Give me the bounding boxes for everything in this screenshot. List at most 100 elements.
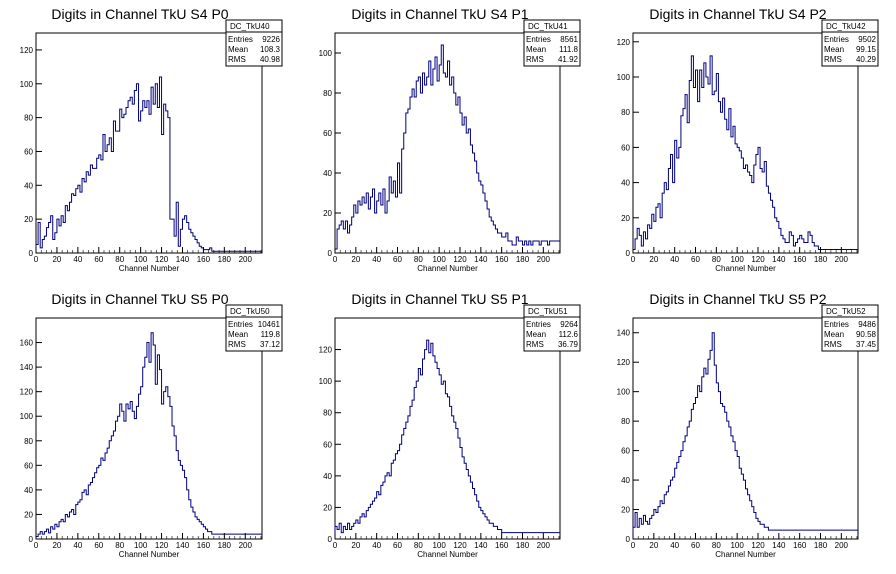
x-tick-label: 20 xyxy=(351,541,360,550)
x-tick-label: 20 xyxy=(649,255,658,264)
x-tick-label: 60 xyxy=(393,541,402,550)
x-tick-label: 80 xyxy=(115,255,124,264)
y-tick-label: 140 xyxy=(20,363,34,372)
y-tick-label: 40 xyxy=(323,169,332,178)
stats-value: 112.6 xyxy=(559,330,579,339)
x-tick-label: 20 xyxy=(649,541,658,550)
stats-value: 9264 xyxy=(560,320,578,329)
x-axis-label: Channel Number xyxy=(417,550,478,559)
x-tick-label: 40 xyxy=(670,541,679,550)
y-tick-label: 100 xyxy=(319,377,333,386)
stats-frame xyxy=(523,19,581,67)
x-tick-label: 100 xyxy=(432,541,446,550)
y-tick-label: 120 xyxy=(20,388,34,397)
x-tick-label: 140 xyxy=(176,255,190,264)
histogram-pad-3: Digits in Channel TkU S5 P0 0 20 40 60 80 100 1… xyxy=(20,291,283,559)
x-tick-label: 40 xyxy=(372,541,381,550)
x-tick-label: 160 xyxy=(495,541,509,550)
x-tick-label: 40 xyxy=(372,255,381,264)
pad-title: Digits in Channel TkU S4 P1 xyxy=(351,6,528,22)
y-tick-label: 120 xyxy=(617,358,631,367)
y-tick-label: 40 xyxy=(323,472,332,481)
stats-value: 40.29 xyxy=(856,55,877,64)
x-tick-label: 160 xyxy=(197,541,211,550)
stats-value: 111.8 xyxy=(559,45,578,54)
x-tick-label: 140 xyxy=(176,541,190,550)
x-tick-label: 60 xyxy=(691,255,700,264)
stats-key: RMS xyxy=(228,340,246,349)
x-tick-label: 200 xyxy=(835,255,849,264)
y-tick-label: 60 xyxy=(621,143,630,152)
x-tick-label: 40 xyxy=(670,255,679,264)
x-tick-label: 100 xyxy=(134,255,148,264)
stats-key: Mean xyxy=(228,45,248,54)
pad-title: Digits in Channel TkU S4 P2 xyxy=(649,6,826,22)
y-tick-label: 80 xyxy=(323,89,332,98)
stats-value: 108.3 xyxy=(260,45,281,54)
y-tick-label: 0 xyxy=(626,535,631,544)
y-tick-label: 40 xyxy=(621,179,630,188)
y-tick-label: 100 xyxy=(20,412,34,421)
y-tick-label: 0 xyxy=(328,249,333,258)
x-tick-label: 200 xyxy=(239,541,253,550)
stats-value: 10461 xyxy=(258,320,281,329)
histogram-series xyxy=(632,332,858,539)
x-tick-label: 20 xyxy=(351,255,360,264)
y-tick-label: 0 xyxy=(626,249,631,258)
stats-key: Entries xyxy=(526,320,551,329)
y-tick-label: 20 xyxy=(323,209,332,218)
plot-frame xyxy=(334,317,561,540)
y-tick-label: 20 xyxy=(24,510,33,519)
stats-frame xyxy=(523,304,581,352)
stats-frame xyxy=(821,304,879,352)
stats-name: DC_TkU42 xyxy=(826,22,866,31)
histogram-series xyxy=(334,339,560,539)
stats-box: DC_TkU41 Entries 8561 Mean 111.8 RMS 41.92 xyxy=(523,19,581,67)
y-tick-label: 100 xyxy=(617,73,631,82)
x-axis-label: Channel Number xyxy=(715,264,776,273)
x-tick-label: 60 xyxy=(393,255,402,264)
stats-key: RMS xyxy=(526,340,544,349)
pad-title: Digits in Channel TkU S5 P0 xyxy=(51,291,228,307)
stats-key: RMS xyxy=(824,55,842,64)
x-tick-label: 20 xyxy=(52,541,61,550)
y-tick-label: 120 xyxy=(319,346,333,355)
x-tick-label: 120 xyxy=(453,541,467,550)
y-tick-label: 60 xyxy=(24,147,33,156)
stats-value: 9502 xyxy=(858,35,876,44)
stats-key: RMS xyxy=(228,55,246,64)
x-tick-label: 0 xyxy=(333,541,338,550)
histogram-series xyxy=(35,332,262,539)
x-tick-label: 160 xyxy=(197,255,211,264)
pad-title: Digits in Channel TkU S5 P1 xyxy=(351,291,528,307)
x-tick-label: 180 xyxy=(218,541,232,550)
x-tick-label: 140 xyxy=(772,255,786,264)
x-tick-label: 40 xyxy=(73,255,82,264)
stats-key: Entries xyxy=(228,35,253,44)
x-tick-label: 140 xyxy=(474,541,488,550)
x-tick-label: 200 xyxy=(835,541,849,550)
stats-value: 36.79 xyxy=(558,340,579,349)
histogram-pad-2: Digits in Channel TkU S4 P2 0 20 40 60 80 100 1… xyxy=(617,6,879,273)
stats-value: 41.92 xyxy=(558,55,579,64)
x-tick-label: 100 xyxy=(134,541,148,550)
stats-key: Mean xyxy=(526,45,546,54)
plot-frame xyxy=(334,32,561,254)
x-tick-label: 140 xyxy=(772,541,786,550)
x-tick-label: 200 xyxy=(537,541,551,550)
stats-box: DC_TkU40 Entries 9226 Mean 108.3 RMS 40.98 xyxy=(225,19,283,67)
x-axis-label: Channel Number xyxy=(119,264,180,273)
stats-name: DC_TkU41 xyxy=(528,22,568,31)
stats-key: Entries xyxy=(228,320,253,329)
x-tick-label: 100 xyxy=(730,541,744,550)
x-tick-label: 0 xyxy=(34,255,39,264)
x-tick-label: 80 xyxy=(414,255,423,264)
y-tick-label: 80 xyxy=(621,417,630,426)
y-tick-label: 20 xyxy=(24,215,33,224)
x-tick-label: 120 xyxy=(155,541,169,550)
stats-value: 8561 xyxy=(560,35,578,44)
y-tick-label: 120 xyxy=(617,38,631,47)
stats-key: Mean xyxy=(228,330,248,339)
histogram-series xyxy=(35,76,262,253)
x-tick-label: 200 xyxy=(239,255,253,264)
